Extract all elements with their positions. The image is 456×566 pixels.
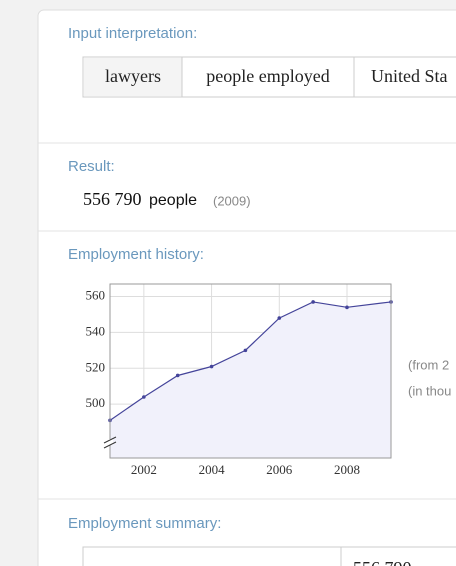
plot-frame xyxy=(109,283,392,459)
y-tick-label: 540 xyxy=(86,323,106,338)
x-tick-label: 2002 xyxy=(131,462,157,477)
summary-table xyxy=(82,546,456,566)
axis-break-gap xyxy=(107,439,113,445)
y-tick-label: 520 xyxy=(86,359,106,374)
chart-note: (from 2 xyxy=(408,357,449,372)
point xyxy=(311,300,315,304)
section-label: Employment summary: xyxy=(68,515,221,532)
point xyxy=(175,373,180,378)
axis-break xyxy=(103,436,117,444)
section-label: Input interpretation: xyxy=(68,25,197,42)
section-label: Result: xyxy=(68,158,115,175)
x-tick-label: 2008 xyxy=(334,462,360,477)
point xyxy=(277,316,282,320)
chart-note: (in thou xyxy=(408,383,451,398)
interp-cell: United Sta xyxy=(371,66,448,86)
y-tick-label: 560 xyxy=(86,288,106,303)
x-tick-label: 2006 xyxy=(266,462,293,477)
interp-cell: people employed xyxy=(206,66,329,86)
result-value: 556 790 xyxy=(83,189,142,209)
interp-cell: lawyers xyxy=(105,66,161,86)
point xyxy=(142,395,146,399)
interp-cell-bg xyxy=(84,58,182,96)
result-year: (2009) xyxy=(213,193,251,208)
point xyxy=(209,364,214,369)
x-tick-label: 2004 xyxy=(199,462,226,477)
point xyxy=(345,305,349,310)
chart: 500 520 540 560 2002 2004 2006 2008 xyxy=(86,283,393,477)
section-label: Employment history: xyxy=(68,246,204,263)
summary-cell: 556 790 xyxy=(353,558,412,566)
result-unit: people xyxy=(149,192,197,209)
point xyxy=(243,348,248,353)
y-tick-label: 500 xyxy=(86,395,106,410)
axis-break xyxy=(103,441,117,449)
area xyxy=(110,301,391,458)
